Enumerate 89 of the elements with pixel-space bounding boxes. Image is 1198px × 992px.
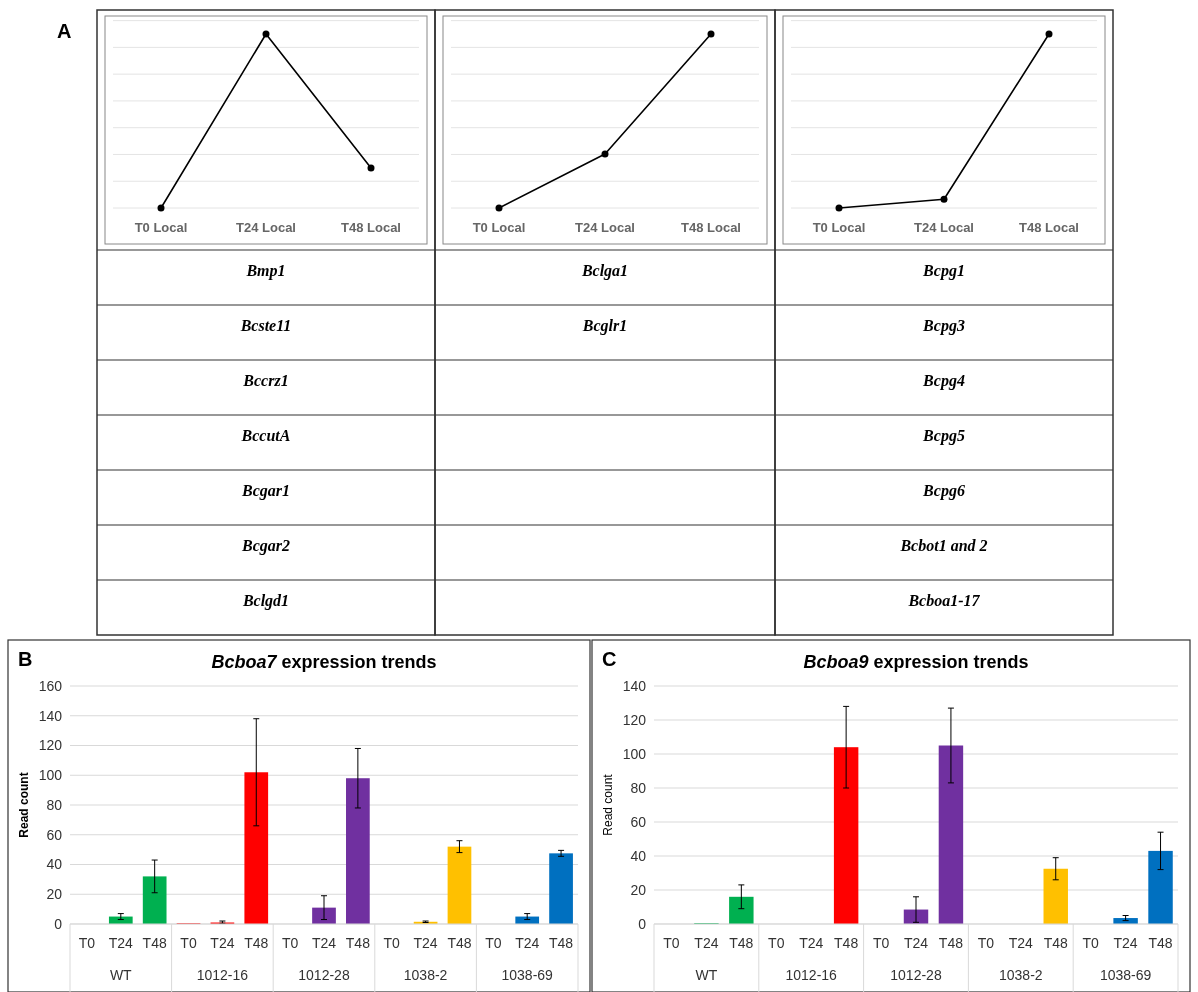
x-tick-label: T24 [413, 935, 438, 951]
y-tick-label: 100 [622, 745, 647, 762]
y-tick-label: 120 [38, 737, 63, 754]
text: A [57, 20, 72, 42]
text: Bcgar2 [241, 537, 290, 555]
x-tick-label: T0 [1082, 935, 1100, 951]
x-tick-label: T48 [729, 935, 754, 951]
text: 1038-69 [501, 967, 554, 983]
x-tick-label: T0 [977, 935, 995, 951]
x-tick-label: T48 [938, 935, 964, 951]
y-tick-label: 60 [46, 826, 63, 843]
y-axis-title: Read count [601, 773, 615, 836]
text: Bcpg3 [922, 317, 965, 335]
y-tick-label: 160 [38, 677, 63, 694]
text: Bcpg4 [922, 372, 965, 390]
chart-title: Bcboa7 expression trends [211, 652, 437, 672]
x-tick-label: T24 [694, 935, 719, 951]
text: B [18, 648, 33, 670]
x-tick-label: T24 [311, 935, 337, 951]
y-tick-label: 40 [630, 847, 647, 864]
x-tick-label: T24 [799, 935, 824, 951]
x-tick-label: T48 [447, 935, 472, 951]
x-tick-label: T48 [834, 935, 859, 951]
y-tick-label: 0 [638, 915, 647, 932]
text: 1012-28 [890, 967, 942, 983]
text: Bcste11 [239, 317, 292, 334]
text: Bclgd1 [241, 592, 290, 610]
y-tick-label: 40 [46, 856, 63, 873]
x-tick-label: T24 [1008, 935, 1034, 951]
text: WT [695, 967, 718, 983]
chart-title: Bcboa9 expression trends [803, 652, 1029, 672]
text: Bcpg1 [922, 262, 965, 280]
x-tick-label: T0 [663, 935, 680, 951]
text: Bclga1 [580, 262, 629, 280]
text: Bccrz1 [242, 372, 289, 389]
text: Bmp1 [245, 262, 286, 280]
x-tick-label: T0 [768, 935, 785, 951]
y-tick-label: 80 [630, 779, 647, 796]
x-tick-label: T48 [142, 935, 167, 951]
x-tick-label: T24 [108, 935, 134, 951]
x-tick-label: T0 [180, 935, 197, 951]
y-tick-label: 20 [630, 881, 647, 898]
x-tick-label: T48 Local [1019, 220, 1079, 235]
text: Bcglr1 [581, 317, 628, 335]
y-tick-label: 80 [46, 796, 63, 813]
y-tick-label: 20 [46, 886, 63, 903]
text: 1012-28 [298, 967, 350, 983]
x-tick-label: T48 [549, 935, 574, 951]
text: Bcbot1 and 2 [899, 537, 988, 554]
x-tick-label: T24 [1113, 935, 1138, 951]
text: C [602, 648, 617, 670]
text: BccutA [240, 427, 291, 444]
text: 1038-69 [1099, 967, 1152, 983]
y-tick-label: 60 [630, 813, 647, 830]
text: 1038-2 [403, 967, 448, 983]
text: WT [109, 967, 133, 983]
x-tick-label: T0 [383, 935, 401, 951]
y-tick-label: 140 [38, 707, 63, 724]
y-tick-label: 140 [622, 677, 647, 694]
x-tick-label: T24 [210, 935, 235, 951]
x-tick-label: T0 [872, 935, 890, 951]
x-tick-label: T48 Local [341, 220, 401, 235]
text: Bcpg5 [922, 427, 965, 445]
text: 1012-16 [196, 967, 249, 983]
text: 1038-2 [999, 967, 1043, 983]
x-tick-label: T0 [281, 935, 299, 951]
x-tick-label: T0 [485, 935, 502, 951]
x-tick-label: T24 Local [236, 220, 296, 235]
x-tick-label: T24 [903, 935, 929, 951]
x-tick-label: T48 [345, 935, 371, 951]
x-tick-label: T24 [515, 935, 540, 951]
x-tick-label: T24 Local [914, 220, 974, 235]
y-tick-label: 100 [38, 767, 63, 784]
text: Bcgar1 [241, 482, 290, 500]
x-tick-label: T24 Local [575, 220, 635, 235]
x-tick-label: T48 [244, 935, 269, 951]
text: Bcpg6 [922, 482, 965, 500]
x-tick-label: T48 [1043, 935, 1069, 951]
text: Bcboa1-17 [907, 592, 981, 609]
x-tick-label: T48 [1148, 935, 1173, 951]
y-tick-label: 120 [622, 711, 647, 728]
x-tick-label: T0 [78, 935, 96, 951]
text: 1012-16 [785, 967, 838, 983]
y-axis-title: Read count [17, 772, 31, 838]
x-tick-label: T0 Local [134, 220, 188, 235]
x-tick-label: T0 Local [812, 220, 866, 235]
x-tick-label: T0 Local [472, 220, 526, 235]
y-tick-label: 0 [54, 915, 63, 932]
x-tick-label: T48 Local [681, 220, 741, 235]
